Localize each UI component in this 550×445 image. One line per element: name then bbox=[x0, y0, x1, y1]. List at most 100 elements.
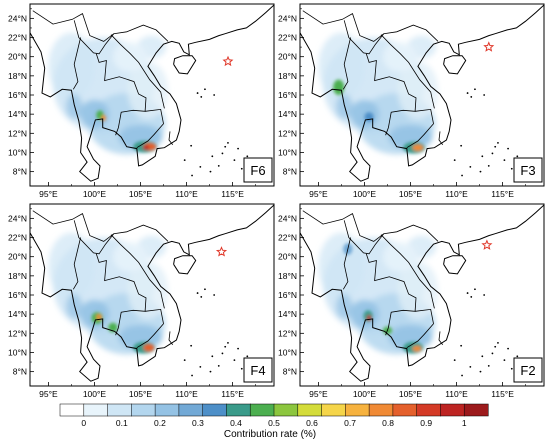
panel-label-box bbox=[243, 157, 273, 183]
lon-tick-label: 95°E bbox=[39, 189, 58, 199]
lon-tick-label: 105°E bbox=[129, 189, 153, 199]
islet bbox=[460, 344, 463, 347]
islet bbox=[183, 359, 186, 362]
islet bbox=[494, 145, 497, 148]
lon-tick-label: 110°E bbox=[445, 389, 468, 399]
lat-tick-label: 24°N bbox=[8, 13, 27, 23]
islet bbox=[224, 345, 227, 348]
lat-tick-label: 10°N bbox=[8, 147, 27, 157]
lat-tick-label: 14°N bbox=[278, 109, 297, 119]
colorbar: 0 0.1 0.2 0.3 0.4 0.5 0.6 0.7 0.8 0.9 1 bbox=[59, 403, 489, 428]
islet bbox=[211, 155, 214, 158]
islet bbox=[233, 159, 236, 162]
islet bbox=[470, 296, 473, 298]
coastline bbox=[30, 4, 274, 182]
panel-label-box bbox=[513, 157, 543, 183]
islet bbox=[481, 355, 484, 358]
colorbar-swatch bbox=[107, 403, 132, 417]
islet bbox=[213, 94, 216, 96]
islet bbox=[474, 88, 476, 91]
lat-tick-label: 16°N bbox=[8, 290, 27, 300]
lon-tick-label: 100°E bbox=[83, 389, 107, 399]
lon-tick-label: 110°E bbox=[175, 389, 198, 399]
contribution-hotspots bbox=[96, 110, 158, 153]
lat-tick-label: 8°N bbox=[13, 367, 27, 377]
islet bbox=[474, 288, 476, 291]
islet bbox=[224, 145, 227, 148]
lat-tick-label: 16°N bbox=[278, 90, 297, 100]
country-border bbox=[343, 220, 385, 255]
islet bbox=[196, 92, 199, 94]
islet bbox=[481, 155, 484, 158]
country-border bbox=[110, 234, 165, 309]
islet bbox=[190, 144, 193, 147]
islet bbox=[487, 164, 490, 167]
colorbar-swatch bbox=[83, 403, 109, 417]
lon-tick-label: 110°E bbox=[445, 189, 468, 199]
country-border bbox=[136, 308, 164, 349]
islet bbox=[507, 147, 509, 150]
lat-tick-label: 8°N bbox=[283, 167, 297, 177]
country-border bbox=[136, 108, 164, 149]
colorbar-tick-label: 0.4 bbox=[230, 418, 242, 428]
islet bbox=[479, 170, 482, 173]
islet bbox=[204, 88, 206, 91]
lat-tick-label: 10°N bbox=[8, 347, 27, 357]
colorbar-tick-label: 0.6 bbox=[306, 418, 318, 428]
lon-tick-label: 105°E bbox=[399, 189, 423, 199]
receptor-star-marker bbox=[481, 239, 493, 250]
lon-tick-label: 115°E bbox=[221, 389, 244, 399]
coastline bbox=[300, 204, 544, 382]
lat-tick-label: 8°N bbox=[283, 367, 297, 377]
colorbar-tick-label: 0.7 bbox=[344, 418, 356, 428]
receptor-star-marker bbox=[215, 246, 228, 257]
colorbar-title: Contribution rate (%) bbox=[224, 429, 316, 440]
colorbar-swatch bbox=[416, 403, 442, 417]
lat-tick-label: 20°N bbox=[8, 52, 27, 62]
country-border bbox=[365, 53, 417, 136]
islet bbox=[491, 352, 494, 355]
contribution-field bbox=[318, 32, 439, 155]
contribution-field bbox=[318, 232, 439, 355]
islet bbox=[453, 359, 456, 362]
lon-tick-label: 105°E bbox=[399, 389, 423, 399]
colorbar-tick-label: 0.2 bbox=[154, 418, 166, 428]
islet bbox=[227, 141, 229, 144]
islet bbox=[217, 164, 220, 167]
coastline bbox=[300, 4, 544, 182]
hainan-island bbox=[443, 255, 467, 275]
islet bbox=[200, 96, 203, 98]
receptor-star-marker bbox=[222, 55, 234, 67]
colorbar-swatch bbox=[131, 403, 156, 417]
panel-label: F3 bbox=[520, 163, 535, 178]
islet bbox=[200, 296, 203, 298]
country-border bbox=[302, 210, 439, 242]
islet bbox=[483, 294, 486, 296]
colorbar-tick-label: 0 bbox=[81, 418, 86, 428]
colorbar-tick-label: 0.3 bbox=[192, 418, 204, 428]
hainan-island bbox=[443, 55, 467, 75]
lon-tick-label: 95°E bbox=[309, 189, 328, 199]
islet bbox=[246, 355, 249, 358]
colorbar-tick-label: 0.9 bbox=[420, 418, 432, 428]
panel-label: F4 bbox=[250, 363, 265, 378]
lon-tick-label: 115°E bbox=[221, 189, 244, 199]
colorbar-tick-label: 0.8 bbox=[382, 418, 394, 428]
islet bbox=[494, 345, 497, 348]
colorbar-swatch bbox=[463, 403, 489, 417]
lon-tick-label: 95°E bbox=[309, 389, 328, 399]
lat-tick-label: 22°N bbox=[8, 233, 27, 243]
islet bbox=[460, 144, 463, 147]
islet bbox=[221, 152, 224, 155]
lat-tick-label: 18°N bbox=[278, 271, 297, 281]
lat-tick-label: 14°N bbox=[8, 109, 27, 119]
lat-tick-label: 12°N bbox=[278, 328, 297, 338]
lat-tick-label: 22°N bbox=[8, 33, 27, 43]
islet bbox=[199, 165, 202, 168]
lon-tick-label: 100°E bbox=[353, 189, 377, 199]
colorbar-swatch bbox=[297, 403, 323, 417]
country-border bbox=[72, 37, 81, 90]
islet bbox=[240, 367, 243, 370]
colorbar-swatch bbox=[154, 403, 180, 417]
